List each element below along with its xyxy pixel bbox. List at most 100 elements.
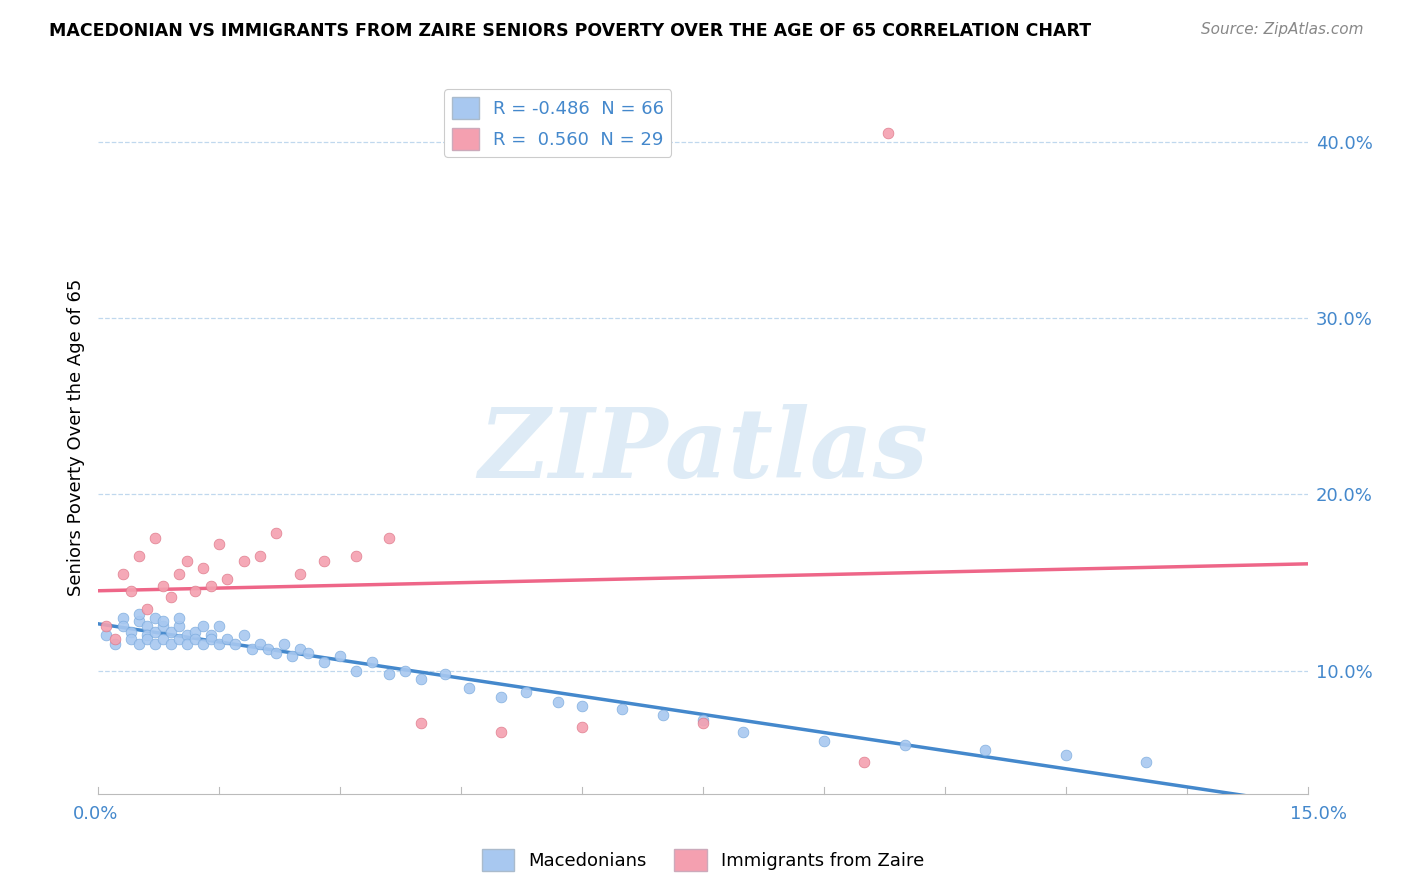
Point <box>160 590 183 604</box>
Point <box>176 554 198 568</box>
Point <box>184 632 207 646</box>
Point <box>1054 748 1077 763</box>
Point <box>135 602 157 616</box>
Point <box>344 549 367 563</box>
Point <box>256 642 278 657</box>
Point <box>184 584 207 599</box>
Point <box>111 610 134 624</box>
Point <box>135 628 157 642</box>
Point <box>152 614 174 628</box>
Point <box>111 566 134 581</box>
Point <box>152 619 174 633</box>
Point <box>128 549 150 563</box>
Point <box>651 707 673 722</box>
Point <box>288 642 311 657</box>
Point <box>135 632 157 646</box>
Point <box>314 554 336 568</box>
Point <box>208 619 231 633</box>
Point <box>193 637 215 651</box>
Point <box>249 637 271 651</box>
Point <box>200 579 222 593</box>
Legend: Macedonians, Immigrants from Zaire: Macedonians, Immigrants from Zaire <box>474 842 932 879</box>
Legend: R = -0.486  N = 66, R =  0.560  N = 29: R = -0.486 N = 66, R = 0.560 N = 29 <box>444 89 672 157</box>
Point <box>96 619 118 633</box>
Point <box>249 549 271 563</box>
Point <box>217 572 239 586</box>
Point <box>135 619 157 633</box>
Point <box>893 738 915 752</box>
Point <box>434 667 457 681</box>
Point <box>491 690 513 704</box>
Point <box>184 624 207 639</box>
Point <box>167 619 190 633</box>
Point <box>344 664 367 678</box>
Point <box>877 126 900 140</box>
Point <box>143 532 166 546</box>
Point <box>143 637 166 651</box>
Point <box>167 632 190 646</box>
Point <box>208 637 231 651</box>
Point <box>361 655 384 669</box>
Point <box>571 698 593 713</box>
Point <box>314 655 336 669</box>
Point <box>612 702 634 716</box>
Point <box>458 681 481 695</box>
Point <box>176 637 198 651</box>
Point <box>193 619 215 633</box>
Point <box>167 566 190 581</box>
Text: 15.0%: 15.0% <box>1291 805 1347 822</box>
Point <box>547 695 569 709</box>
Point <box>232 554 254 568</box>
Point <box>692 713 714 727</box>
Point <box>288 566 311 581</box>
Text: Source: ZipAtlas.com: Source: ZipAtlas.com <box>1201 22 1364 37</box>
Point <box>128 614 150 628</box>
Point <box>273 637 295 651</box>
Point <box>152 632 174 646</box>
Point <box>111 619 134 633</box>
Point <box>143 610 166 624</box>
Point <box>377 667 399 681</box>
Text: 0.0%: 0.0% <box>73 805 118 822</box>
Point <box>974 743 997 757</box>
Point <box>200 628 222 642</box>
Point <box>409 673 432 687</box>
Point <box>128 637 150 651</box>
Point <box>128 607 150 622</box>
Point <box>515 684 537 698</box>
Point <box>240 642 263 657</box>
Point <box>297 646 319 660</box>
Point <box>217 632 239 646</box>
Text: ZIPatlas: ZIPatlas <box>478 404 928 499</box>
Point <box>120 632 142 646</box>
Point <box>193 561 215 575</box>
Point <box>394 664 416 678</box>
Point <box>200 632 222 646</box>
Point <box>176 628 198 642</box>
Point <box>160 637 183 651</box>
Y-axis label: Seniors Poverty Over the Age of 65: Seniors Poverty Over the Age of 65 <box>66 278 84 596</box>
Point <box>733 725 755 739</box>
Point <box>96 628 118 642</box>
Point <box>571 720 593 734</box>
Point <box>409 716 432 731</box>
Point <box>491 725 513 739</box>
Point <box>1135 755 1157 769</box>
Point <box>103 632 125 646</box>
Point <box>813 734 835 748</box>
Point <box>329 649 352 664</box>
Point <box>264 526 287 541</box>
Point <box>167 610 190 624</box>
Point <box>120 584 142 599</box>
Point <box>224 637 246 651</box>
Point <box>264 646 287 660</box>
Point <box>232 628 254 642</box>
Point <box>281 649 304 664</box>
Point <box>208 537 231 551</box>
Point <box>103 637 125 651</box>
Point <box>377 532 399 546</box>
Point <box>152 579 174 593</box>
Point <box>120 624 142 639</box>
Text: MACEDONIAN VS IMMIGRANTS FROM ZAIRE SENIORS POVERTY OVER THE AGE OF 65 CORRELATI: MACEDONIAN VS IMMIGRANTS FROM ZAIRE SENI… <box>49 22 1091 40</box>
Point <box>853 755 876 769</box>
